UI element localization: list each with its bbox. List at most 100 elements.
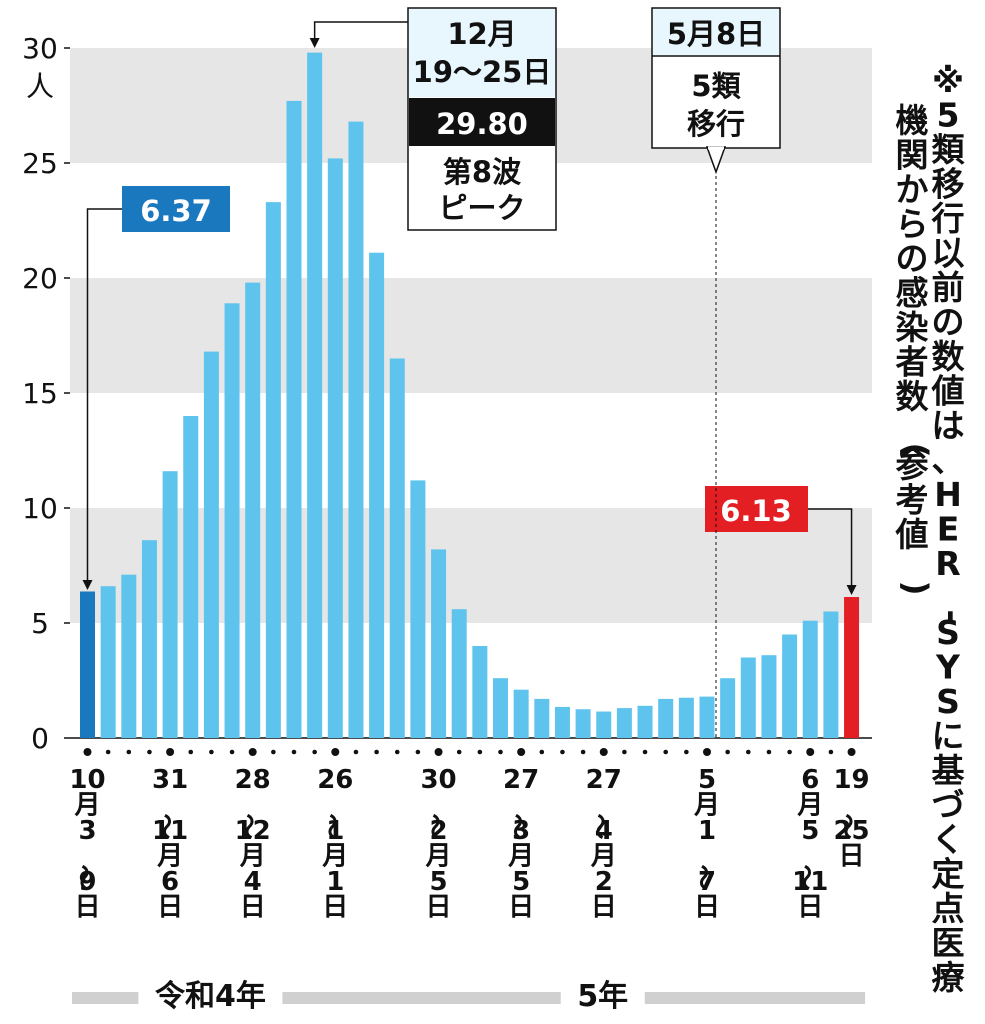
x-tick-dot	[209, 749, 214, 755]
x-tick-dot	[83, 748, 92, 756]
bar	[493, 678, 508, 738]
y-tick-label: 5	[31, 607, 49, 640]
x-tick-dot	[766, 749, 772, 755]
x-tick-dot	[642, 749, 648, 755]
peak-value-bg	[409, 98, 555, 146]
bar	[307, 52, 323, 739]
x-tick-label: 6 月 5 〜11 日	[790, 765, 828, 923]
shift-date-bg	[653, 9, 779, 55]
x-tick-dot	[539, 749, 545, 755]
bar	[802, 620, 818, 738]
bar	[782, 634, 798, 738]
x-tick-dot	[147, 749, 152, 755]
last-value-label: 6.13	[720, 494, 792, 528]
x-tick-dot	[126, 749, 132, 755]
bar	[699, 696, 715, 738]
bar	[141, 540, 157, 738]
footnote-text: ※ 5 類移行以前の数値は、 H E R -S Y S に基づく定点医療	[931, 61, 973, 997]
era-label: 5年	[577, 979, 628, 1014]
era-labels: 令和4年 5年	[72, 978, 866, 1014]
x-tick-dot	[353, 749, 359, 755]
x-tick-label: 31 〜11 月 6 日	[150, 765, 188, 923]
x-tick-dot	[622, 749, 627, 755]
x-tick-dot	[166, 748, 175, 756]
bar	[410, 480, 426, 738]
x-tick-dot	[703, 748, 711, 756]
last-value-box	[705, 486, 808, 532]
x-tick-dot	[725, 749, 730, 755]
peak-date-line1: 12月	[447, 17, 516, 51]
bar	[678, 697, 694, 738]
shift-line1: 5類	[691, 69, 741, 103]
bar	[513, 689, 529, 738]
peak-text-line2: ピーク	[438, 191, 525, 225]
peak-date-line2: 19〜25日	[413, 55, 552, 89]
x-tick-dot	[599, 748, 608, 756]
first-leader-line	[86, 208, 122, 586]
x-tick-dot	[188, 749, 194, 755]
footnote: ※ 5 類移行以前の数値は、 H E R -S Y S に基づく定点医療機関からの感染者数(参考値…	[895, 61, 973, 997]
x-tick-dot	[229, 749, 235, 755]
bar	[348, 121, 364, 739]
x-tick-dot	[684, 749, 689, 755]
last-leader-arrow	[846, 585, 857, 595]
x-tick-dot	[498, 749, 503, 755]
x-tick-dot	[105, 749, 111, 755]
bar	[575, 709, 591, 738]
y-tick-label: 0	[31, 722, 49, 755]
x-tick-dot	[806, 748, 815, 756]
x-tick-label: 30 〜2 月 5 日	[419, 765, 457, 923]
bar	[761, 655, 777, 738]
bar	[616, 708, 632, 738]
y-unit-label: 人	[26, 70, 54, 103]
bar	[183, 416, 199, 738]
last-leader-line	[808, 508, 853, 590]
shift-line2: 移行	[687, 107, 745, 141]
x-axis: 10 月 3 〜9 日 31 〜11 月 6 日 28 〜12 月 4 日 26 〜1 月 1 日 30 〜2 月 5 日 27 〜…	[67, 748, 870, 923]
peak-text-line1: 第8波	[443, 155, 522, 189]
bar	[224, 303, 240, 738]
x-tick-dot	[560, 749, 565, 755]
first-value-box	[122, 186, 230, 232]
x-tick-label: 27 〜3 月 5 日	[501, 765, 539, 923]
footnote-text: 機関からの感染者数(参考値)	[895, 101, 936, 596]
bar	[121, 574, 137, 738]
era-label-bg	[560, 978, 645, 1012]
x-tick-dot	[847, 748, 856, 756]
bar	[823, 611, 839, 738]
x-tick-label: 19 〜25 日	[832, 765, 870, 872]
x-tick-dot	[248, 748, 257, 756]
x-tick-dot	[331, 748, 340, 756]
y-tick-label: 10	[22, 492, 58, 525]
bar	[100, 586, 116, 738]
y-tick-label: 20	[22, 262, 58, 295]
x-tick-dot	[271, 749, 276, 755]
bar	[740, 657, 756, 738]
bar	[720, 678, 736, 738]
bar	[844, 597, 860, 738]
bar	[389, 358, 405, 738]
bar	[203, 351, 219, 738]
peak-leader-arrow	[309, 38, 320, 48]
peak-value: 29.80	[436, 107, 528, 141]
first-leader-arrow	[82, 580, 93, 590]
x-tick-label: 27 〜4 月 2 日	[584, 765, 622, 923]
bars	[80, 52, 860, 739]
x-tick-dot	[312, 749, 317, 755]
x-tick-dot	[415, 749, 421, 755]
first-value-label: 6.37	[140, 194, 212, 228]
bar	[534, 698, 550, 738]
bar	[265, 202, 281, 739]
x-tick-label: 10 月 3 〜9 日	[67, 765, 105, 923]
x-tick-dot	[580, 749, 586, 755]
x-tick-dot	[787, 749, 792, 755]
bar	[162, 471, 178, 738]
x-tick-dot	[374, 749, 379, 755]
grid-band	[70, 278, 872, 393]
bar	[472, 646, 488, 738]
x-tick-dot	[746, 749, 751, 755]
x-tick-dot	[517, 748, 526, 756]
peak-date-bg	[409, 9, 555, 97]
y-axis: 0 5 10 15 20 25 30 人	[22, 32, 872, 755]
